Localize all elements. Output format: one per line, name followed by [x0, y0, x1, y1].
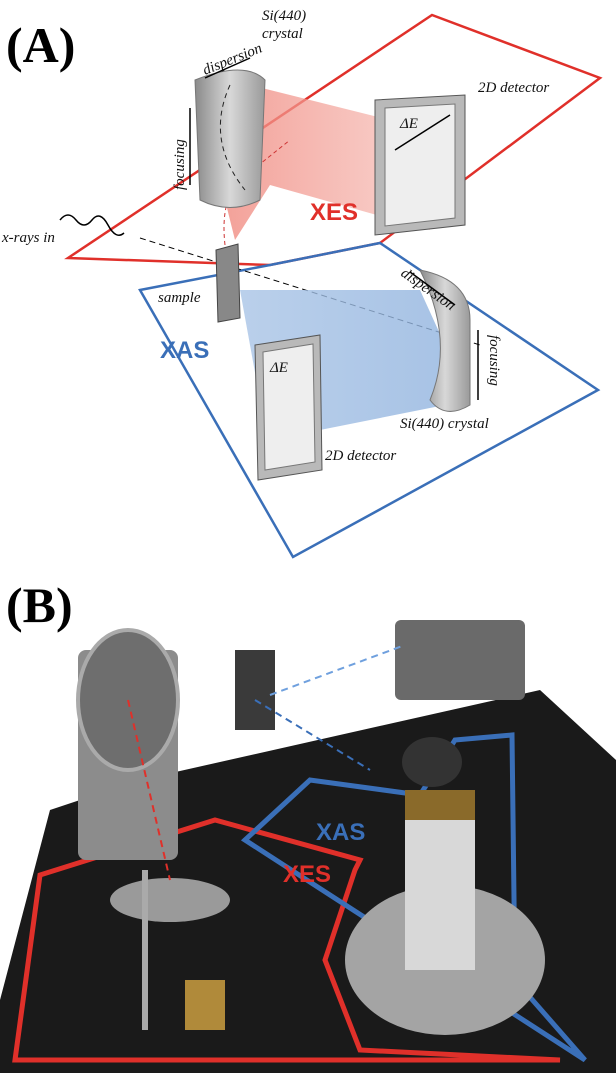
annotation: x-rays in	[1, 230, 55, 246]
panel-label: (A)	[6, 17, 75, 73]
annotation: Si(440)	[262, 8, 306, 24]
annotation: 2D detector	[478, 80, 549, 96]
dispersion-arrow	[204, 57, 251, 79]
detector	[235, 650, 275, 730]
annotation: 2D detector	[325, 448, 396, 464]
beam-path	[269, 644, 406, 696]
xas-label: XAS	[316, 819, 365, 846]
sample	[215, 243, 241, 323]
dispersion-arrow	[409, 271, 456, 306]
x-ray-wave	[59, 214, 125, 236]
post-base	[185, 980, 225, 1030]
panel-label: (B)	[6, 577, 73, 633]
beam-path	[127, 699, 171, 881]
xas-label: XAS	[160, 337, 209, 364]
x-ray-tube	[402, 737, 462, 787]
xas-plane	[138, 241, 601, 559]
xas-outline	[240, 732, 587, 1063]
xes-label: XES	[283, 861, 331, 888]
delta-e-arrow	[394, 114, 451, 151]
annotation: Si(440) crystal	[400, 416, 489, 432]
beam-path	[254, 699, 371, 771]
crystal-curve	[219, 84, 246, 191]
annotation: focusing	[486, 335, 502, 386]
xes-label: XES	[310, 199, 358, 226]
annotation: sample	[158, 290, 201, 306]
panel-a: (A) Si(440) crystal dispersion focusing …	[1, 8, 603, 559]
annotation: focusing	[172, 139, 188, 190]
sample-stage	[405, 800, 475, 970]
mount	[405, 790, 475, 820]
xas-crystal	[419, 269, 471, 412]
xes-crystal	[194, 69, 266, 208]
annotation: crystal	[262, 26, 303, 42]
xas-spectrometer	[395, 620, 525, 700]
detector-face	[262, 343, 316, 471]
detector-face	[384, 103, 456, 227]
annotation: ΔE	[399, 116, 418, 132]
base-plate	[110, 878, 230, 922]
annotation: ΔE	[269, 360, 288, 376]
panel-b: (B) XAS XES	[0, 577, 616, 1073]
flange	[76, 628, 180, 772]
